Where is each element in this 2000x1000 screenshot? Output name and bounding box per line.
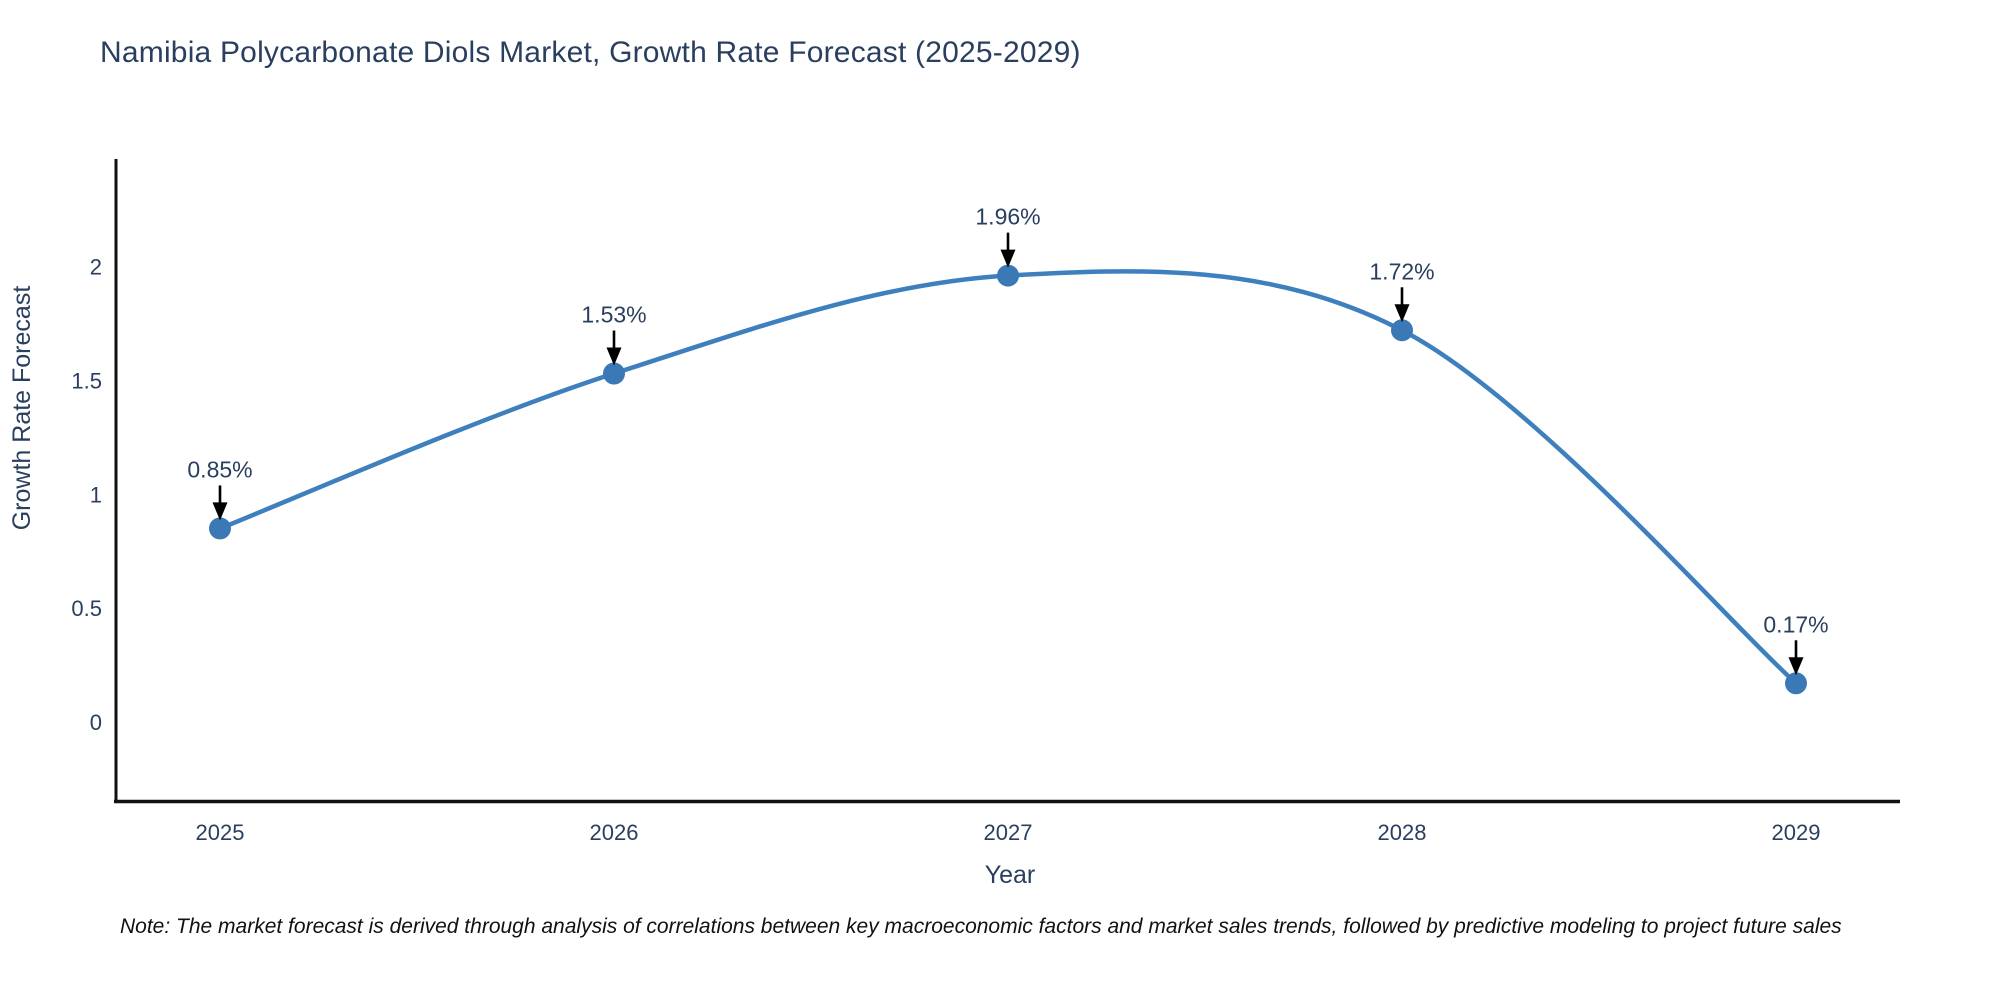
annotation-2028: 1.72% (1369, 258, 1435, 323)
y-tick-label-2: 2 (90, 255, 102, 280)
x-tick-label-2028: 2028 (1378, 820, 1427, 845)
data-point-2028 (1391, 319, 1413, 342)
chart-footnote: Note: The market forecast is derived thr… (120, 915, 1842, 938)
annotation-arrow-head-2027 (1000, 249, 1016, 268)
data-point-2029 (1785, 672, 1807, 695)
annotation-2025: 0.85% (187, 456, 253, 521)
x-tick-label-2027: 2027 (984, 820, 1033, 845)
annotation-2027: 1.96% (975, 204, 1041, 268)
annotation-arrow-head-2025 (212, 502, 228, 521)
annotation-arrow-head-2026 (606, 347, 622, 366)
annotation-label-2028: 1.72% (1369, 258, 1434, 284)
x-tick-label-2025: 2025 (196, 820, 245, 845)
annotation-label-2025: 0.85% (187, 456, 252, 482)
annotation-arrow-head-2029 (1788, 657, 1804, 676)
annotation-label-2026: 1.53% (581, 302, 646, 328)
data-point-2027 (997, 264, 1019, 287)
x-tick-label-2026: 2026 (590, 820, 639, 845)
data-point-2026 (603, 362, 625, 385)
y-tick-label-0: 0 (90, 710, 102, 735)
annotation-2029: 0.17% (1763, 611, 1829, 676)
chart-title: Namibia Polycarbonate Diols Market, Grow… (100, 36, 1081, 69)
annotation-2026: 1.53% (581, 302, 647, 366)
x-tick-label-2029: 2029 (1772, 820, 1821, 845)
data-point-2025 (209, 517, 231, 540)
series-spline-line (217, 269, 1799, 686)
annotation-arrow-head-2028 (1394, 304, 1410, 323)
y-axis-title: Growth Rate Forecast (8, 286, 36, 531)
y-tick-label-0.5: 0.5 (71, 596, 102, 621)
x-axis-title: Year (985, 861, 1036, 889)
y-tick-label-1: 1 (90, 482, 102, 507)
annotation-label-2027: 1.96% (975, 204, 1040, 230)
annotation-label-2029: 0.17% (1763, 611, 1828, 637)
y-tick-label-1.5: 1.5 (71, 368, 102, 393)
